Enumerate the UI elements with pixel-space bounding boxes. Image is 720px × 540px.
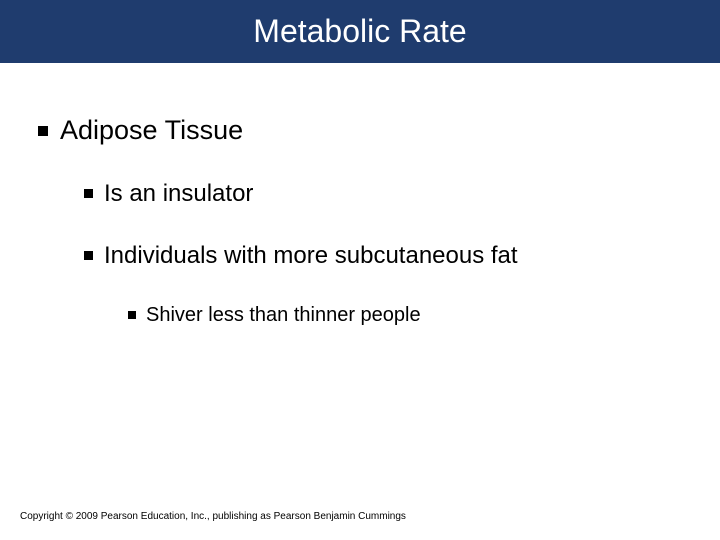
bullet-text-level-1: Adipose Tissue xyxy=(60,115,720,146)
copyright-text: Copyright © 2009 Pearson Education, Inc.… xyxy=(20,511,406,522)
bullet-level-1: Adipose Tissue xyxy=(0,115,720,146)
bullet-text-level-2: Is an insulator xyxy=(104,180,720,208)
slide-title: Metabolic Rate xyxy=(253,13,466,50)
bullet-marker xyxy=(84,251,93,260)
bullet-marker xyxy=(84,189,93,198)
bullet-level-3: Shiver less than thinner people xyxy=(0,304,720,327)
bullet-marker xyxy=(128,311,136,319)
bullet-level-2: Is an insulator xyxy=(0,180,720,208)
bullet-marker xyxy=(38,126,48,136)
bullet-text-level-2: Individuals with more subcutaneous fat xyxy=(104,242,720,270)
slide-body: Adipose Tissue Is an insulator Individua… xyxy=(0,63,720,327)
title-bar: Metabolic Rate xyxy=(0,0,720,63)
bullet-level-2: Individuals with more subcutaneous fat xyxy=(0,242,720,270)
bullet-text-level-3: Shiver less than thinner people xyxy=(146,304,720,327)
